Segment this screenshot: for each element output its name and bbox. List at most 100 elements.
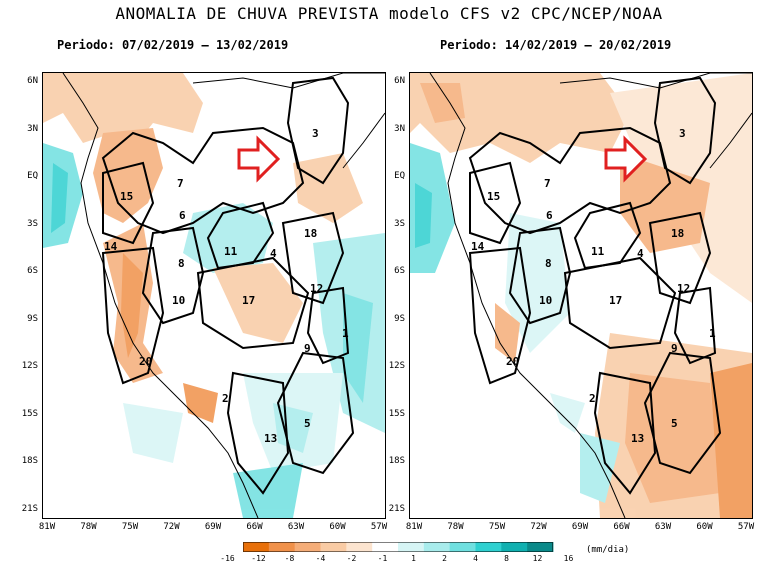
- region-number: 4: [270, 247, 277, 260]
- lon-label: 72W: [530, 522, 547, 532]
- region-number: 7: [177, 177, 184, 190]
- lon-label: 63W: [287, 522, 305, 532]
- lat-label: 15S: [21, 408, 38, 419]
- colorbar-tick: 8: [504, 554, 509, 563]
- region-number: 14: [104, 240, 118, 253]
- lat-label: 3S: [27, 218, 38, 229]
- region-number: 10: [172, 294, 186, 307]
- region-number: 10: [539, 294, 553, 307]
- lat-label: 21S: [388, 503, 405, 514]
- lon-label: 60W: [696, 522, 713, 532]
- region-number: 9: [304, 342, 311, 355]
- colorbar-units: (mm/dia): [586, 545, 630, 555]
- region-number: 5: [304, 417, 311, 430]
- region-number: 7: [544, 177, 551, 190]
- lon-label: 69W: [204, 522, 222, 532]
- colorbar-tick: 1: [411, 554, 416, 563]
- lon-label: 66W: [246, 522, 263, 532]
- region-number: 1: [709, 327, 716, 340]
- region-number: 13: [631, 432, 645, 445]
- region-number: 3: [679, 127, 686, 140]
- colorbar-tick: 2: [442, 554, 447, 563]
- colorbar-tick: 12: [532, 554, 543, 563]
- colorbar-tick: -8: [284, 554, 295, 563]
- lon-label: 81W: [405, 522, 423, 532]
- region-number: 17: [242, 294, 256, 307]
- lon-label: 60W: [329, 522, 346, 532]
- colorbar-swatch: [346, 542, 373, 552]
- lat-label: 12S: [388, 361, 405, 371]
- lat-label: 9S: [394, 313, 405, 324]
- region-number: 14: [471, 240, 485, 253]
- colorbar-swatch: [449, 542, 476, 552]
- lat-label: 6S: [27, 266, 38, 276]
- region-number: 12: [310, 282, 324, 295]
- lat-label: 6N: [27, 76, 38, 86]
- map-panel-right: [409, 72, 753, 519]
- lat-label: 18S: [388, 456, 405, 466]
- colorbar-swatch: [372, 542, 399, 552]
- lon-label: 78W: [447, 522, 464, 532]
- colorbar-swatch: [501, 542, 528, 552]
- lat-label: 15S: [388, 408, 405, 419]
- colorbar: [243, 542, 554, 552]
- lon-label: 66W: [613, 522, 630, 532]
- colorbar-swatch: [320, 542, 347, 552]
- map-panel-left: [42, 72, 386, 519]
- colorbar-tick: -16: [220, 554, 235, 563]
- colorbar-swatch: [398, 542, 425, 552]
- lon-label: 57W: [737, 522, 755, 532]
- colorbar-tick: 16: [563, 554, 574, 563]
- region-number: 3: [312, 127, 319, 140]
- lon-label: 72W: [163, 522, 180, 532]
- region-number: 2: [589, 392, 596, 405]
- lat-label: 9S: [27, 313, 38, 324]
- colorbar-swatch: [423, 542, 451, 552]
- lat-label: EQ: [394, 171, 405, 181]
- colorbar-swatch: [475, 542, 502, 552]
- lat-label: EQ: [27, 171, 38, 181]
- lat-label: 21S: [21, 503, 38, 514]
- region-number: 18: [671, 227, 685, 240]
- region-number: 11: [591, 245, 605, 258]
- region-number: 15: [120, 190, 134, 203]
- colorbar-tick: -2: [346, 554, 357, 563]
- lon-label: 81W: [38, 522, 56, 532]
- lat-label: 3S: [394, 218, 405, 229]
- region-number: 13: [264, 432, 278, 445]
- period-label-left: Periodo: 07/02/2019 – 13/02/2019: [57, 38, 289, 52]
- lon-label: 75W: [488, 522, 506, 532]
- colorbar-tick: -12: [251, 554, 266, 563]
- region-number: 20: [139, 355, 153, 368]
- region-number: 1: [342, 327, 349, 340]
- map-title: ANOMALIA DE CHUVA PREVISTA modelo CFS v2…: [115, 4, 663, 23]
- region-number: 6: [546, 209, 553, 222]
- lat-label: 6N: [394, 76, 405, 86]
- region-number: 20: [506, 355, 520, 368]
- region-number: 4: [637, 247, 644, 260]
- colorbar-swatch: [527, 542, 554, 552]
- region-number: 8: [178, 257, 185, 270]
- lon-label: 78W: [80, 522, 97, 532]
- region-number: 9: [671, 342, 678, 355]
- colorbar-tick: 4: [473, 554, 478, 563]
- period-label-right: Periodo: 14/02/2019 – 20/02/2019: [440, 38, 672, 52]
- lon-label: 57W: [370, 522, 388, 532]
- region-number: 12: [677, 282, 691, 295]
- region-number: 17: [609, 294, 623, 307]
- lat-label: 6S: [394, 266, 405, 276]
- region-number: 15: [487, 190, 501, 203]
- colorbar-swatch: [243, 542, 270, 552]
- colorbar-tick: -1: [377, 554, 388, 563]
- region-number: 8: [545, 257, 552, 270]
- region-number: 6: [179, 209, 186, 222]
- lat-label: 3N: [394, 123, 405, 134]
- lon-label: 69W: [571, 522, 589, 532]
- lat-label: 12S: [21, 361, 38, 371]
- lat-label: 18S: [21, 456, 38, 466]
- colorbar-tick: -4: [315, 554, 326, 563]
- region-number: 18: [304, 227, 318, 240]
- colorbar-swatch: [294, 542, 321, 552]
- region-number: 2: [222, 392, 229, 405]
- region-number: 5: [671, 417, 678, 430]
